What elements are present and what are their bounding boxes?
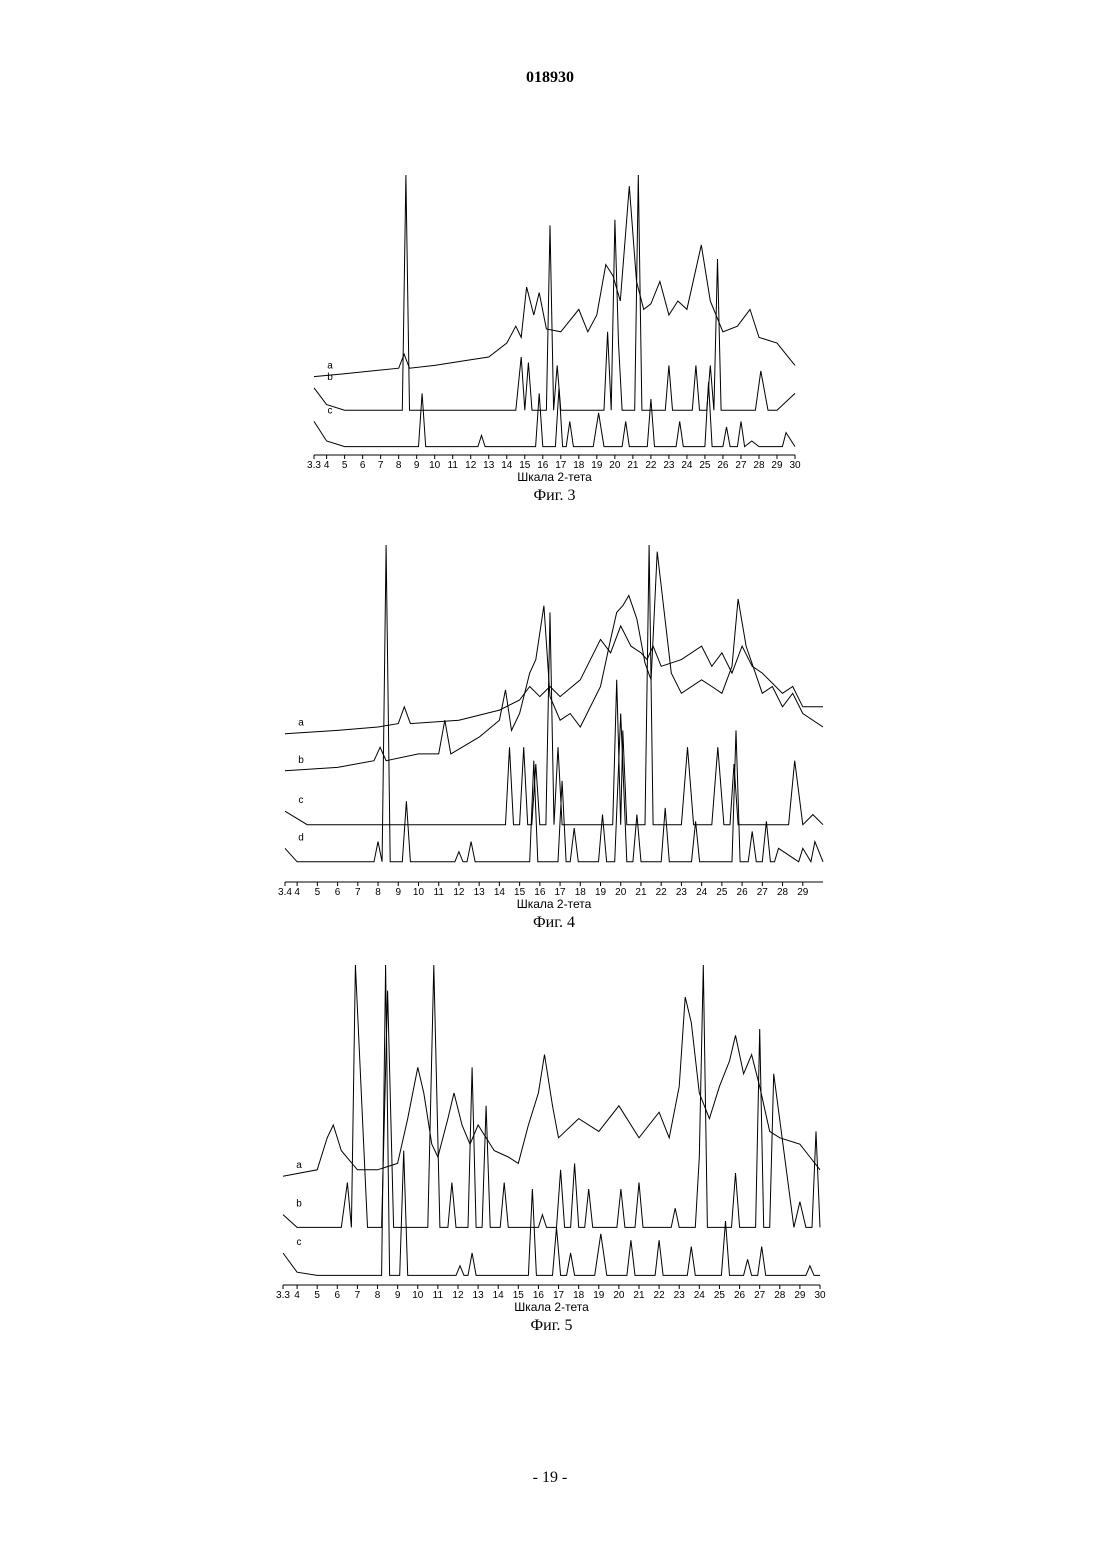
x-tick-label: 21 [633,1290,645,1301]
x-tick-label: 20 [615,887,627,898]
x-tick-label: 8 [396,460,402,471]
x-tick-label: 22 [654,1290,666,1301]
x-tick-label: 26 [737,887,749,898]
figure-caption: Фиг. 4 [533,914,575,931]
x-tick-label: 11 [433,1290,444,1301]
x-tick-label: 5 [342,460,348,471]
x-tick-label: 25 [716,887,728,898]
x-tick-label: 27 [757,887,769,898]
x-tick-label: 9 [395,887,401,898]
x-tick-label: 12 [452,1290,464,1301]
x-tick-label: 4 [294,1290,300,1301]
series-label: c [297,1237,302,1248]
series-label: a [296,1160,302,1171]
x-tick-label: 6 [335,887,341,898]
page-number: - 19 - [533,1469,568,1486]
x-tick-label: 4 [294,887,300,898]
x-tick-label: 24 [696,887,708,898]
x-tick-label: 12 [453,887,465,898]
x-tick-label: 9 [414,460,420,471]
x-tick-label: 20 [609,460,621,471]
x-tick-label: 7 [355,887,361,898]
x-tick-label: 27 [754,1290,766,1301]
x-tick-label: 8 [375,1290,381,1301]
x-tick-label: 7 [378,460,384,471]
x-tick-label: 21 [635,887,647,898]
x-tick-label: 4 [324,460,330,471]
x-tick-label: 19 [593,1290,605,1301]
figure-caption: Фиг. 3 [534,487,576,504]
x-tick-label: 25 [699,460,711,471]
x-axis-label: Шкала 2-тета [517,897,592,911]
doc-number: 018930 [526,69,574,86]
x-tick-label: 20 [613,1290,625,1301]
series-label: b [296,1199,302,1210]
x-tick-label: 14 [501,460,513,471]
x-tick-label: 10 [413,887,425,898]
x-tick-label: 8 [375,887,381,898]
x-tick-label: 22 [656,887,668,898]
x-tick-label: 28 [774,1290,786,1301]
x-tick-label: 14 [493,1290,505,1301]
x-tick-label: 13 [483,460,495,471]
x-tick-label: 28 [753,460,765,471]
series-label: c [299,795,304,806]
x-tick-label: 14 [494,887,506,898]
series-label: c [328,405,333,416]
x-tick-label: 23 [676,887,688,898]
x-tick-label: 26 [717,460,729,471]
x-tick-label: 24 [694,1290,706,1301]
x-tick-label: 28 [777,887,789,898]
x-tick-label: 13 [474,887,486,898]
x-tick-label: 21 [627,460,639,471]
x-tick-label: 6 [335,1290,341,1301]
x-tick-label: 30 [789,460,801,471]
x-tick-label: 5 [315,887,321,898]
x-axis-label: Шкала 2-тета [514,1300,589,1314]
x-tick-label: 29 [797,887,809,898]
x-tick-label: 7 [355,1290,361,1301]
x-tick-label: 3.3 [307,460,321,471]
x-tick-label: 3.4 [278,887,292,898]
x-tick-label: 29 [794,1290,806,1301]
x-tick-label: 19 [591,460,603,471]
x-tick-label: 11 [448,460,459,471]
x-tick-label: 10 [429,460,441,471]
x-tick-label: 25 [714,1290,726,1301]
x-tick-label: 22 [645,460,657,471]
x-tick-label: 6 [360,460,366,471]
x-tick-label: 3.3 [276,1290,290,1301]
x-tick-label: 30 [814,1290,826,1301]
x-tick-label: 24 [681,460,693,471]
series-label: a [327,361,333,372]
series-label: b [298,755,304,766]
x-tick-label: 29 [771,460,783,471]
series-label: d [298,832,304,843]
x-tick-label: 10 [412,1290,424,1301]
x-tick-label: 23 [663,460,675,471]
x-tick-label: 11 [434,887,445,898]
x-tick-label: 9 [395,1290,401,1301]
x-tick-label: 23 [674,1290,686,1301]
x-tick-label: 12 [465,460,477,471]
x-tick-label: 13 [473,1290,485,1301]
x-tick-label: 5 [314,1290,320,1301]
page: 018930 - 19 - 3.345678910111213141516171… [0,0,1100,1556]
figure-caption: Фиг. 5 [531,1317,573,1334]
series-label: b [327,372,333,383]
series-label: a [298,718,304,729]
x-tick-label: 27 [735,460,747,471]
x-tick-label: 19 [595,887,607,898]
x-axis-label: Шкала 2-тета [517,470,592,484]
x-tick-label: 26 [734,1290,746,1301]
